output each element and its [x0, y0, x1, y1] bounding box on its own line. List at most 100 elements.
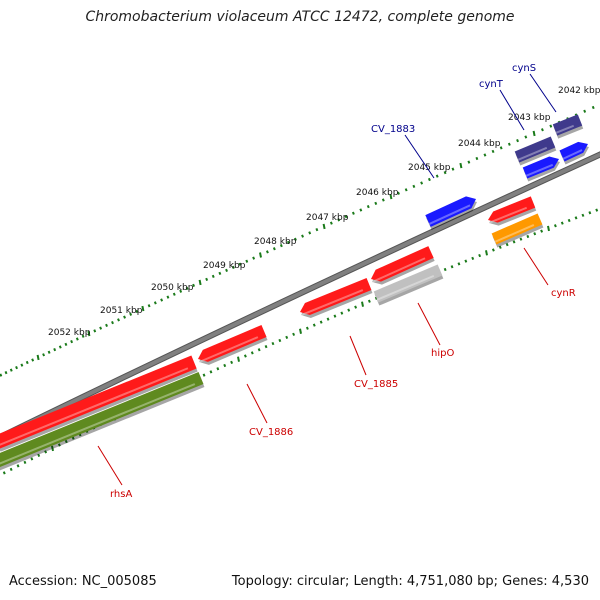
gene-cynR-feature	[491, 213, 544, 248]
topology-summary: Topology: circular; Length: 4,751,080 bp…	[231, 574, 589, 589]
gene-leader-cynT	[499, 89, 525, 131]
outer-ring-tick	[58, 345, 62, 349]
outer-ring-tick	[105, 323, 108, 328]
inner-ring-tick	[553, 224, 557, 228]
inner-ring-tick	[560, 221, 564, 225]
outer-ring-tick	[99, 326, 103, 330]
gene-CV_1883-cds	[425, 196, 477, 230]
gene-label-CV_1886: CV_1886	[249, 427, 293, 438]
outer-ring-tick	[147, 304, 151, 308]
outer-ring-tick	[192, 283, 196, 287]
gene-label-hipO: hipO	[431, 348, 454, 359]
inner-ring-tick	[51, 445, 54, 452]
outer-ring-tick	[153, 301, 157, 305]
gene-CV_1886-cds-body	[198, 325, 267, 362]
gene-leader-CV_1883	[404, 134, 435, 179]
outer-ring-tick	[4, 370, 8, 375]
inner-ring-tick	[498, 245, 502, 249]
outer-ring-tick	[366, 205, 370, 209]
map-title: Chromobacterium violaceum ATCC 12472, co…	[85, 9, 515, 25]
outer-ring-tick	[265, 250, 269, 254]
gene-cynS-block-body	[552, 114, 583, 136]
tick-rings: 2042 kbp 2043 kbp 2044 kbp 2045 kbp 2046 kbp…	[0, 86, 600, 475]
gene-leader-hipO	[417, 302, 441, 346]
backbone	[0, 151, 600, 441]
inner-ring-tick	[595, 208, 599, 212]
outer-ring-tick	[111, 321, 114, 325]
outer-ring-tick	[315, 228, 319, 232]
outer-ring-tick	[252, 256, 256, 260]
inner-ring-tick	[354, 305, 358, 309]
gene-cynR-feature-body	[491, 213, 543, 245]
outer-ring-tick	[344, 214, 348, 219]
outer-ring-tick	[205, 277, 209, 282]
outer-ring-tick	[374, 201, 378, 205]
inner-ring-tick	[450, 265, 454, 269]
outer-ring-tick	[141, 305, 145, 312]
outer-ring-tick	[172, 292, 176, 296]
outer-ring-tick	[245, 259, 249, 263]
outer-ring-tick	[160, 298, 164, 302]
outer-ring-tick	[75, 337, 79, 341]
inner-ring-tick	[361, 301, 364, 307]
outer-ring-tick	[443, 170, 447, 175]
inner-ring-tick	[367, 299, 371, 303]
outer-ring-tick	[47, 350, 51, 354]
outer-ring-tick	[435, 174, 439, 178]
feature-tracks	[0, 114, 589, 471]
inner-ring-tick	[319, 320, 323, 324]
inner-ring-tick	[44, 450, 48, 454]
gene-label-cynS: cynS	[512, 63, 536, 74]
inner-ring-tick	[471, 256, 475, 260]
inner-ring-tick	[57, 443, 61, 447]
gene-cynT-cds	[522, 156, 560, 182]
gene-CV_1885-cds	[300, 277, 373, 319]
inner-ring-tick	[299, 328, 302, 334]
outer-ring-tick	[337, 218, 341, 222]
outer-ring-tick	[381, 198, 385, 202]
outer-ring-tick	[238, 262, 242, 266]
outer-ring-tick	[294, 237, 297, 241]
inner-ring-tick	[333, 314, 337, 318]
outer-ring-tick	[483, 153, 487, 157]
inner-ring-tick	[292, 332, 296, 336]
inner-ring-tick	[581, 213, 585, 217]
inner-ring-tick	[588, 211, 592, 215]
gene-hipO-feature-highlight	[376, 274, 435, 301]
inner-ring-tick	[478, 253, 482, 258]
outer-ring-tick	[20, 363, 24, 367]
inner-ring-tick	[457, 262, 461, 266]
gene-CV_1885-cds-body	[300, 277, 372, 316]
gene-rhsA-cds	[0, 355, 198, 452]
outer-ring-tick	[541, 128, 544, 132]
outer-ring-tick	[259, 252, 262, 258]
inner-ring-tick	[278, 338, 282, 343]
outer-ring-tick	[231, 265, 235, 269]
outer-ring-tick	[475, 156, 479, 161]
outer-ring-tick	[516, 139, 519, 143]
inner-ring-tick	[374, 296, 378, 300]
outer-ring-tick	[129, 312, 133, 316]
gene-label-CV_1885: CV_1885	[354, 379, 398, 390]
outer-ring-tick	[53, 347, 57, 352]
outer-ring-tick	[64, 342, 68, 346]
gene-cynT-cds-highlight	[525, 163, 554, 177]
inner-ring-tick	[223, 363, 227, 368]
gene-label-rhsA: rhsA	[110, 489, 132, 500]
inner-ring-tick	[2, 471, 6, 475]
gene-cynR-cds-body	[488, 196, 536, 223]
outer-ring-tick	[329, 221, 333, 225]
outer-ring-tick	[491, 149, 495, 154]
outer-ring-tick	[272, 247, 276, 251]
gene-cynS-block	[552, 114, 584, 139]
outer-ring-tick	[427, 177, 431, 182]
gene-CV_1885-cds-highlight	[300, 289, 364, 316]
gene-cynS-cds	[559, 141, 589, 165]
outer-ring-tick	[15, 365, 18, 370]
inner-ring-tick	[540, 229, 544, 233]
gene-cynR-cds-highlight	[488, 206, 528, 224]
gene-CV_1883-cds-body	[425, 196, 476, 227]
gene-cynR-cds	[488, 196, 537, 226]
